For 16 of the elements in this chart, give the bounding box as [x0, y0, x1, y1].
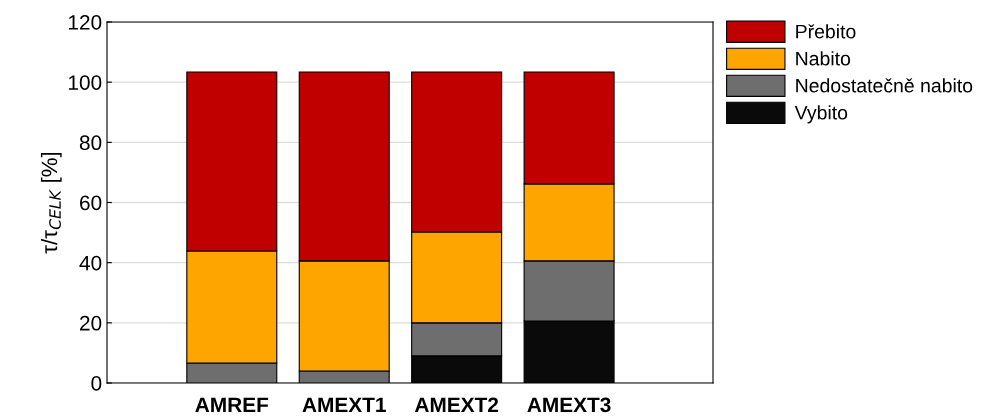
y-tick-label: 40	[79, 255, 102, 271]
legend-label: Nedostatečně nabito	[796, 78, 973, 93]
x-tick-label: AMREF	[195, 397, 269, 412]
y-axis-title: τ/τ$_{CELK}$ [%]	[40, 152, 62, 254]
x-tick-label: AMEXT2	[414, 397, 499, 412]
x-tick-label: AMEXT3	[527, 397, 611, 413]
y-tick-label: 80	[79, 135, 102, 151]
legend-label: Vybito	[794, 105, 848, 124]
legend-label: Přebito	[796, 24, 856, 39]
y-tick-label: 0	[91, 376, 102, 391]
x-tick-label: AMEXT1	[302, 397, 386, 412]
y-tick-label: 100	[68, 75, 102, 90]
y-tick-label: 60	[80, 195, 102, 211]
y-tick-label: 120	[68, 15, 102, 30]
y-tick-label: 20	[80, 315, 102, 331]
legend-label: Nabito	[796, 51, 851, 66]
